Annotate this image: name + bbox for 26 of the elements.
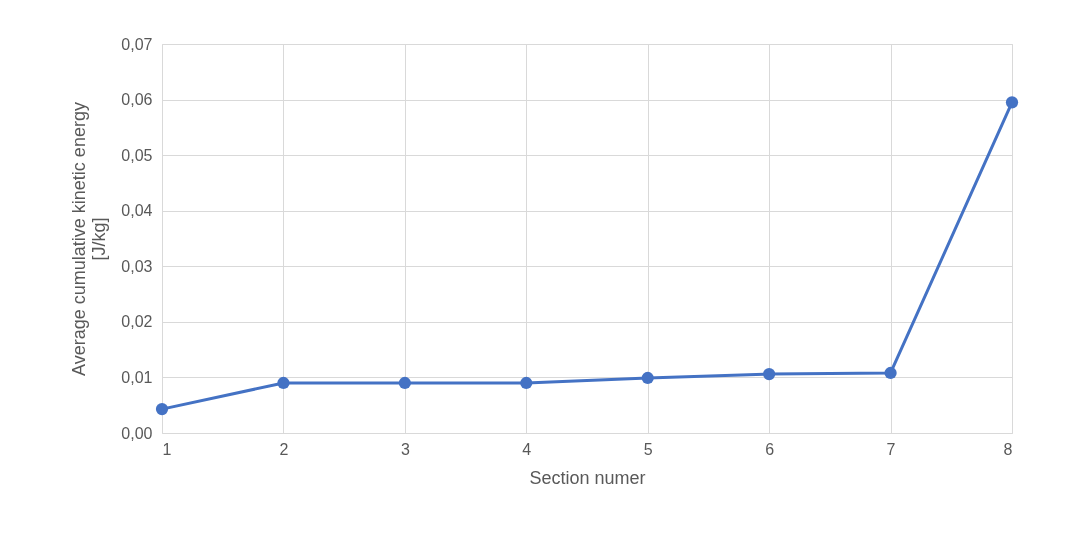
point [277,376,290,390]
point [884,366,897,380]
x-tick-label: 1 [162,440,172,458]
x-tick-label: 3 [400,440,410,458]
x-tick-label: 2 [279,440,289,458]
x-tick-label: 5 [643,440,653,458]
point [398,376,411,390]
y-axis-title: Average cumulative kinetic energy [J/kg] [69,102,110,376]
x-tick-label: 7 [886,440,896,458]
point [1005,96,1019,109]
y-tick-label: 0,04 [121,202,153,220]
y-tick-label: 0,00 [121,424,153,442]
point [763,367,776,381]
y-tick-label: 0,02 [121,313,153,331]
point [641,371,654,385]
y-tick-label: 0,01 [121,368,153,386]
y-tick-label: 0,07 [121,35,153,53]
point [155,402,169,416]
x-tick-label: 8 [1003,440,1013,458]
x-tick-label: 4 [522,440,532,458]
point [520,376,533,390]
x-axis-title: Section numer [529,467,646,488]
y-tick-label: 0,03 [121,257,153,275]
y-tick-label: 0,05 [121,146,153,164]
y-tick-label: 0,06 [121,91,153,109]
x-tick-label: 6 [765,440,775,458]
